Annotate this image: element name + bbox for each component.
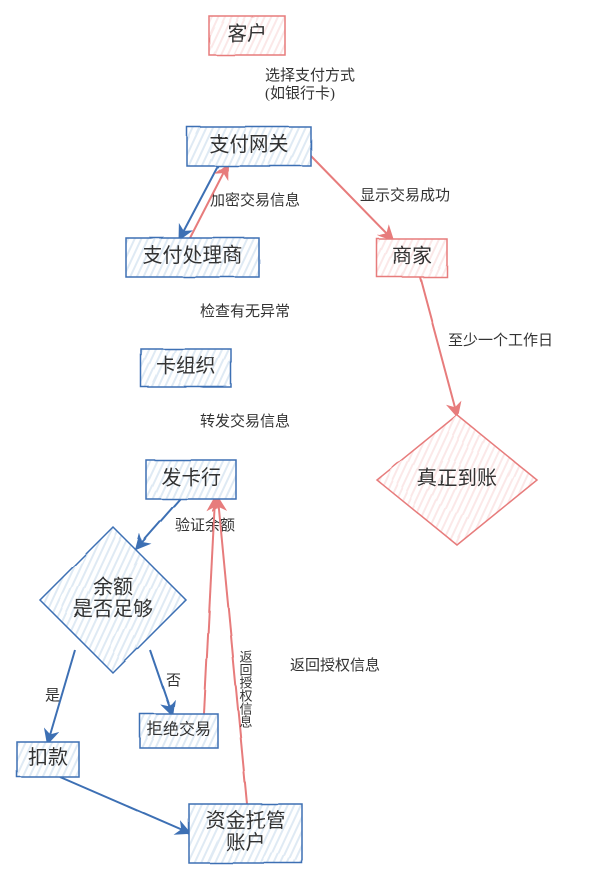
edge-label: (如银行卡) bbox=[265, 85, 335, 102]
flowchart-canvas: 选择支付方式(如银行卡) 加密交易信息检查有无异常转发交易信息验证余额否是 返回授权… bbox=[0, 0, 600, 896]
edge-label: 验证余额 bbox=[175, 516, 235, 534]
node-gateway: 支付网关 bbox=[187, 127, 311, 166]
edge-label: 否 bbox=[166, 673, 181, 689]
node-reject: 拒绝交易 bbox=[140, 714, 218, 748]
edge-label: 显示交易成功 bbox=[360, 186, 450, 204]
node-label: 商家 bbox=[392, 245, 432, 268]
node-deduct: 扣款 bbox=[17, 742, 79, 777]
node-label: 资金托管 bbox=[206, 809, 286, 832]
node-processor: 支付处理商 bbox=[126, 238, 259, 277]
node-label: 真正到账 bbox=[417, 467, 497, 490]
node-label: 支付网关 bbox=[209, 133, 289, 156]
edge-deduct-escrow bbox=[60, 777, 189, 833]
edge-label: 至少一个工作日 bbox=[448, 332, 553, 349]
node-label: 卡组织 bbox=[156, 355, 216, 378]
node-merchant: 商家 bbox=[377, 239, 447, 277]
edge-label: 返回授权信息 bbox=[290, 657, 380, 674]
edge-label: 是 bbox=[45, 688, 60, 704]
node-arrive: 真正到账 bbox=[377, 415, 537, 545]
node-card_org: 卡组织 bbox=[141, 349, 231, 387]
edge-issuer-balance_q bbox=[137, 499, 180, 548]
node-label: 发卡行 bbox=[161, 466, 221, 489]
node-label: 余额 bbox=[93, 576, 133, 599]
node-label: 是否足够 bbox=[73, 598, 153, 621]
edge-label: 选择支付方式 bbox=[265, 67, 355, 84]
node-escrow: 资金托管账户 bbox=[189, 804, 302, 863]
node-issuer: 发卡行 bbox=[146, 460, 236, 499]
node-label: 账户 bbox=[226, 831, 266, 854]
node-label: 支付处理商 bbox=[143, 244, 243, 267]
edge-label: 转发交易信息 bbox=[200, 412, 290, 430]
node-customer: 客户 bbox=[209, 16, 285, 55]
node-label: 拒绝交易 bbox=[147, 721, 211, 739]
edge-label: 加密交易信息 bbox=[210, 191, 300, 209]
node-label: 扣款 bbox=[28, 746, 68, 769]
node-balance_q: 余额是否足够 bbox=[40, 527, 186, 673]
edge-label: 检查有无异常 bbox=[200, 303, 290, 320]
node-label: 客户 bbox=[227, 22, 267, 45]
edge-label: 返回授权信息 bbox=[238, 650, 253, 728]
